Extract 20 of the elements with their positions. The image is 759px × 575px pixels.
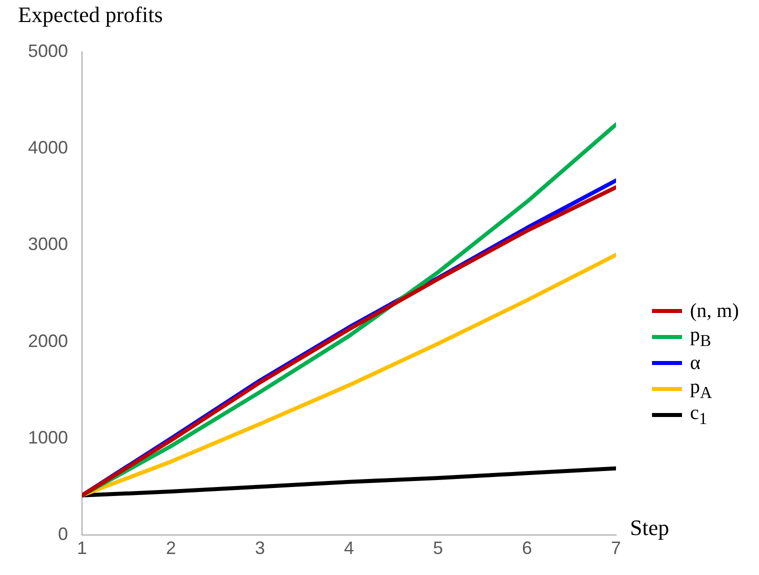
legend-label: c$_{1}$: [690, 402, 708, 428]
y-tick-label: 3000: [28, 234, 68, 254]
y-tick-label: 1000: [28, 427, 68, 448]
x-tick-label: 3: [254, 538, 266, 558]
y-tick-label: 5000: [28, 40, 68, 61]
legend-label: α: [690, 352, 700, 374]
x-tick-label: 1: [76, 538, 88, 558]
legend-label: p$_{B}$: [690, 324, 712, 350]
y-axis-title: Expected profits: [18, 2, 163, 28]
x-tick-label: 6: [522, 538, 532, 558]
legend-label: (n, m): [690, 300, 739, 322]
x-tick-label: 5: [432, 538, 444, 558]
x-tick-label: 2: [166, 538, 176, 558]
y-tick-label: 2000: [28, 330, 68, 351]
y-tick-label: 4000: [28, 138, 68, 158]
x-axis-title: Step: [630, 515, 670, 541]
y-tick-label: 0: [58, 524, 68, 544]
x-tick-label: 7: [610, 538, 622, 558]
x-tick-label: 4: [344, 538, 354, 558]
legend-label: p$_{A}$: [690, 376, 712, 402]
